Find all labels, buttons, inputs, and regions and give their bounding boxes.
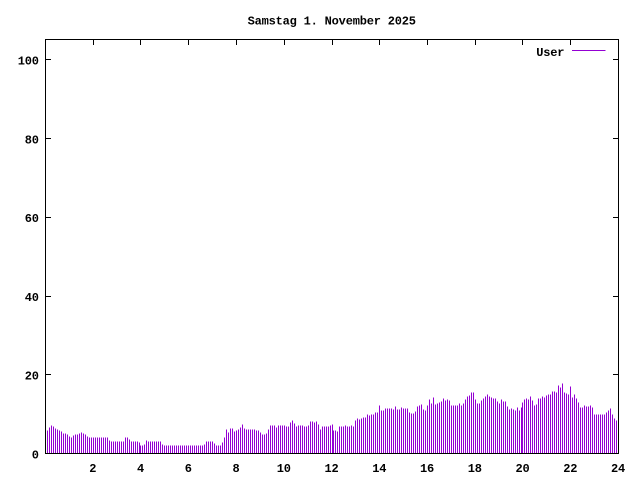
svg-text:4: 4 [137,462,144,476]
svg-text:22: 22 [563,462,577,476]
svg-text:18: 18 [468,462,482,476]
svg-text:12: 12 [324,462,338,476]
svg-text:6: 6 [185,462,192,476]
svg-text:14: 14 [372,462,386,476]
svg-text:0: 0 [32,448,39,462]
svg-text:20: 20 [25,370,39,384]
svg-text:16: 16 [420,462,434,476]
svg-text:2: 2 [89,462,96,476]
svg-text:20: 20 [515,462,529,476]
svg-text:24: 24 [611,462,625,476]
svg-text:User: User [536,46,564,60]
svg-text:8: 8 [232,462,239,476]
svg-text:40: 40 [25,291,39,305]
svg-text:Samstag 1. November 2025: Samstag 1. November 2025 [248,15,416,29]
svg-text:80: 80 [25,133,39,147]
svg-text:10: 10 [277,462,291,476]
svg-text:60: 60 [25,212,39,226]
svg-text:100: 100 [18,55,39,69]
